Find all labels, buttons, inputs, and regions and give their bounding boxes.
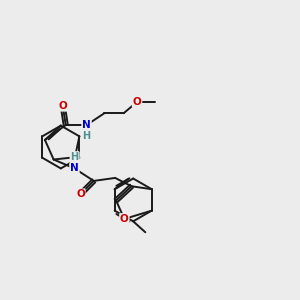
Text: O: O [76, 189, 85, 199]
Text: N: N [70, 164, 79, 173]
Text: H: H [70, 152, 79, 162]
Text: S: S [71, 152, 79, 162]
Text: N: N [82, 120, 91, 130]
Text: H: H [82, 131, 91, 141]
Text: O: O [133, 97, 141, 107]
Text: O: O [120, 214, 129, 224]
Text: O: O [58, 101, 67, 111]
